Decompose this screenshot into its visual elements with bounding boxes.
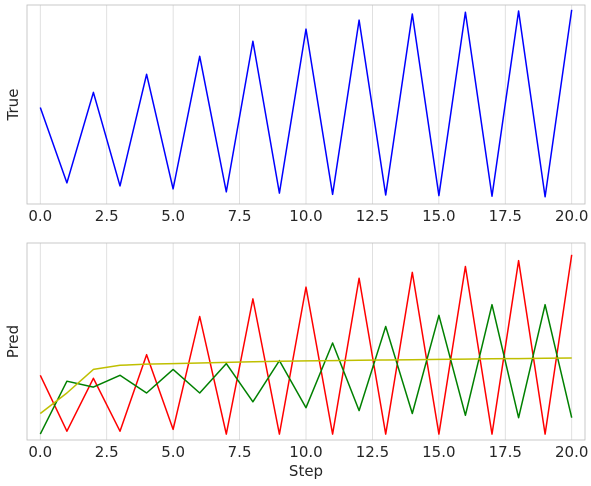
plot-frame (26, 4, 586, 205)
x-tick-label: 20.0 (555, 443, 588, 461)
x-tick-label: 12.5 (356, 207, 389, 225)
pred-panel: 0.0 2.5 5.0 7.5 10.0 12.5 15.0 17.5 20.0 Pred Step (4, 242, 588, 480)
x-tick-label: 17.5 (489, 443, 522, 461)
series-line-2 (39, 303, 573, 435)
x-tick-label: 7.5 (228, 207, 252, 225)
x-tick-label: 5.0 (161, 207, 185, 225)
plot-frame (26, 242, 586, 441)
series-line-3 (39, 357, 572, 415)
x-tick-label: 17.5 (489, 207, 522, 225)
x-tick-label: 2.5 (95, 443, 119, 461)
x-tick-label: 0.0 (28, 207, 52, 225)
y-axis-label: Pred (4, 325, 22, 358)
true-panel: 0.0 2.5 5.0 7.5 10.0 12.5 15.0 17.5 20.0 True (4, 4, 588, 225)
x-tick-label: 12.5 (356, 443, 389, 461)
x-tick-label: 20.0 (555, 207, 588, 225)
x-tick-label: 7.5 (228, 443, 252, 461)
x-axis-label: Step (289, 462, 323, 480)
x-tick-label: 15.0 (422, 207, 455, 225)
series-line-1 (39, 254, 573, 435)
y-axis-label: True (4, 89, 22, 122)
series-line-1 (39, 9, 573, 198)
x-tick-label: 15.0 (422, 443, 455, 461)
x-tick-label: 5.0 (161, 443, 185, 461)
x-tick-label: 2.5 (95, 207, 119, 225)
x-tick-label: 0.0 (28, 443, 52, 461)
x-tick-label: 10.0 (289, 443, 322, 461)
x-tick-label: 10.0 (289, 207, 322, 225)
